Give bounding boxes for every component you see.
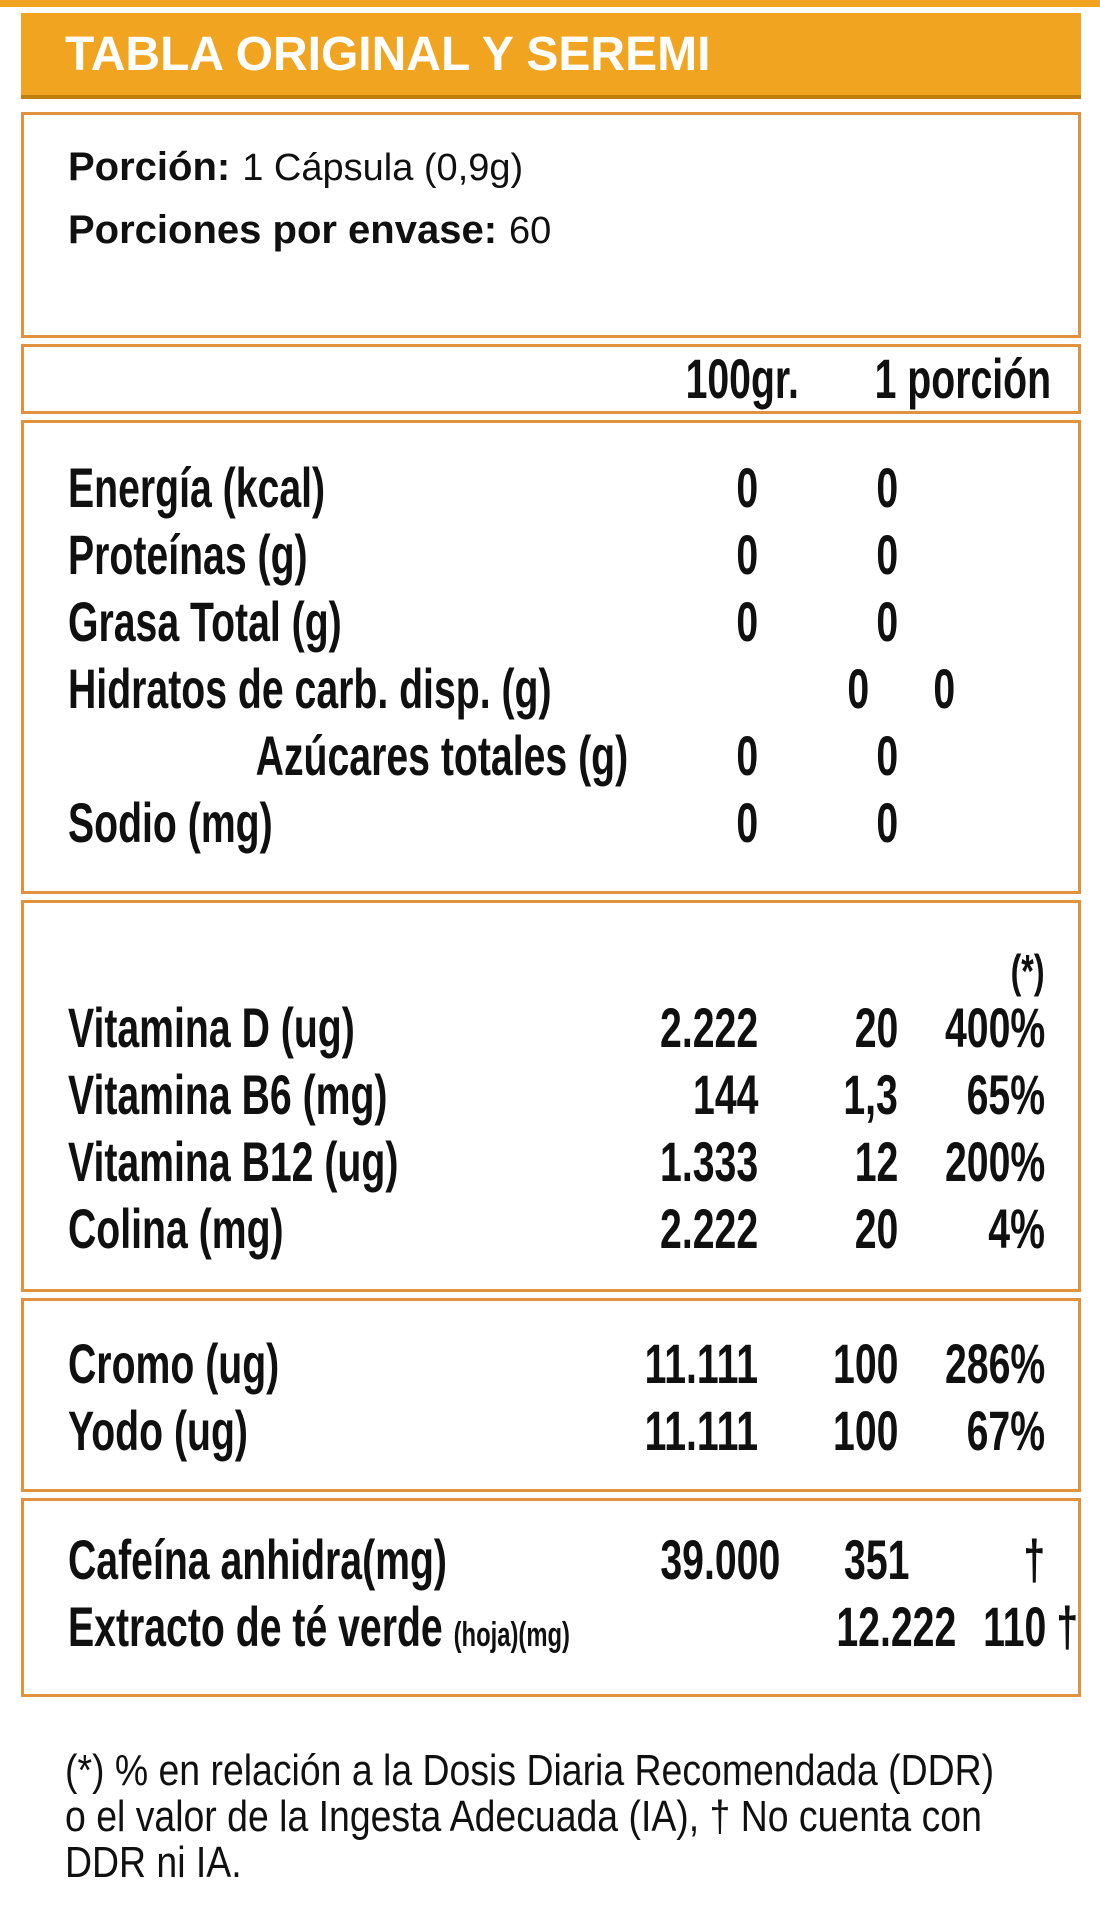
portion-value: 1 Cápsula (0,9g) — [242, 147, 524, 189]
table-row-energia: Energía (kcal) 0 0 — [24, 455, 1078, 522]
value-percent-ddr — [898, 815, 1045, 833]
value-per-100g: 0 — [736, 523, 758, 587]
value-percent-ddr — [898, 614, 1045, 632]
pct-marker: (*) — [1011, 944, 1045, 997]
value-percent-ddr: 4% — [988, 1197, 1045, 1261]
value-per-portion: 1,3 — [843, 1063, 898, 1127]
value-per-portion: 0 — [876, 724, 898, 788]
value-per-portion: 0 — [876, 791, 898, 855]
minerals-section: Cromo (ug) 11.111 100 286% Yodo (ug) 11.… — [21, 1298, 1081, 1492]
row-label: Yodo (ug) — [68, 1399, 248, 1463]
macronutrients-section: Energía (kcal) 0 0 Proteínas (g) 0 0 Gra… — [21, 420, 1081, 894]
row-label: Proteínas (g) — [68, 523, 308, 587]
row-label: Azúcares totales (g) — [255, 724, 628, 788]
pct-marker-row: (*) — [24, 944, 1078, 997]
value-per-portion: 0 — [876, 590, 898, 654]
table-row-sodio: Sodio (mg) 0 0 — [24, 790, 1078, 857]
servings-per-container-line: Porciones por envase: 60 — [68, 208, 1078, 253]
dagger-marker: † — [1023, 1528, 1045, 1592]
value-per-portion: 20 — [854, 1197, 898, 1261]
table-row-vitamina-d: Vitamina D (ug) 2.222 20 400% — [24, 995, 1078, 1062]
servings-label: Porciones por envase: — [68, 208, 498, 252]
serving-section: Porción: 1 Cápsula (0,9g) Porciones por e… — [21, 112, 1081, 338]
value-per-portion: 100 — [832, 1332, 898, 1396]
portion-label: Porción: — [68, 145, 231, 189]
value-per-100g: 0 — [736, 456, 758, 520]
value-per-100g: 39.000 — [660, 1528, 781, 1592]
value-percent-ddr: 65% — [966, 1063, 1045, 1127]
table-row-yodo: Yodo (ug) 11.111 100 67% — [24, 1398, 1078, 1465]
row-label: Sodio (mg) — [68, 791, 273, 855]
row-label: Colina (mg) — [68, 1197, 284, 1261]
nutrition-table: Porción: 1 Cápsula (0,9g) Porciones por e… — [21, 112, 1081, 1703]
table-row-extracto-te-verde: Extracto de té verde (hoja)(mg) 12.222 1… — [24, 1594, 1078, 1661]
column-per-portion: 1 porción — [874, 346, 1052, 410]
column-header-section: 100gr. 1 porción — [21, 344, 1081, 414]
value-per-100g: 1.333 — [659, 1130, 758, 1194]
value-percent-ddr: 67% — [966, 1399, 1045, 1463]
dagger-marker: † — [1056, 1595, 1078, 1659]
table-row-hidratos: Hidratos de carb. disp. (g) 0 0 — [24, 656, 1078, 723]
value-per-portion: 0 — [933, 657, 955, 721]
value-per-100g: 0 — [736, 590, 758, 654]
value-per-portion: 20 — [854, 996, 898, 1060]
row-label: Hidratos de carb. disp. (g) — [68, 657, 552, 721]
column-header-row: 100gr. 1 porción — [24, 347, 1078, 411]
vitamins-section: (*) Vitamina D (ug) 2.222 20 400% Vitami… — [21, 900, 1081, 1292]
value-per-portion: 110 — [983, 1595, 1047, 1659]
row-label: Extracto de té verde (hoja)(mg) — [68, 1595, 570, 1659]
table-row-cafeina: Cafeína anhidra(mg) 39.000 351 † — [24, 1527, 1078, 1594]
footnote-line: (*) % en relación a la Dosis Diaria Reco… — [65, 1746, 995, 1795]
value-percent-ddr — [898, 748, 1045, 766]
active-ingredients-section: Cafeína anhidra(mg) 39.000 351 † Extract… — [21, 1498, 1081, 1697]
value-per-100g: 0 — [736, 791, 758, 855]
row-label: Grasa Total (g) — [68, 590, 342, 654]
value-per-100g: 11.111 — [644, 1399, 758, 1463]
value-per-portion: 12 — [854, 1130, 898, 1194]
row-label: Vitamina D (ug) — [68, 996, 355, 1060]
value-percent-ddr: 200% — [944, 1130, 1045, 1194]
value-percent-ddr — [955, 681, 1045, 699]
row-label: Vitamina B6 (mg) — [68, 1063, 388, 1127]
table-row-grasa-total: Grasa Total (g) 0 0 — [24, 589, 1078, 656]
value-per-100g: 11.111 — [644, 1332, 758, 1396]
value-per-portion: 0 — [876, 456, 898, 520]
column-per-100g: 100gr. — [685, 346, 799, 410]
value-percent-ddr: 286% — [944, 1332, 1045, 1396]
value-per-100g: 2.222 — [659, 1197, 758, 1261]
row-label: Vitamina B12 (ug) — [68, 1130, 399, 1194]
value-per-100g: 12.222 — [836, 1595, 957, 1659]
value-per-100g: 144 — [692, 1063, 758, 1127]
value-per-100g: 0 — [847, 657, 870, 721]
table-row-azucares: Azúcares totales (g) 0 0 — [24, 723, 1078, 790]
table-row-vitamina-b6: Vitamina B6 (mg) 144 1,3 65% — [24, 1062, 1078, 1129]
row-label: Cafeína anhidra(mg) — [68, 1528, 447, 1592]
servings-value: 60 — [509, 210, 552, 252]
value-per-100g: 2.222 — [659, 996, 758, 1060]
footnote-line: o el valor de la Ingesta Adecuada (IA), … — [65, 1792, 982, 1841]
page-title: TABLA ORIGINAL Y SEREMI — [65, 27, 711, 81]
value-per-100g: 0 — [736, 724, 758, 788]
value-per-portion: 100 — [832, 1399, 898, 1463]
footnote: (*) % en relación a la Dosis Diaria Reco… — [65, 1746, 1100, 1887]
table-row-vitamina-b12: Vitamina B12 (ug) 1.333 12 200% — [24, 1129, 1078, 1196]
table-row-colina: Colina (mg) 2.222 20 4% — [24, 1196, 1078, 1263]
title-band: TABLA ORIGINAL Y SEREMI — [21, 13, 1081, 99]
value-per-portion: 0 — [876, 523, 898, 587]
portion-line: Porción: 1 Cápsula (0,9g) — [68, 145, 1078, 190]
value-percent-ddr — [898, 480, 1045, 498]
top-accent-strip — [0, 0, 1100, 7]
row-label: Energía (kcal) — [68, 456, 326, 520]
value-percent-ddr — [898, 547, 1045, 565]
table-row-proteinas: Proteínas (g) 0 0 — [24, 522, 1078, 589]
value-per-portion: 351 — [844, 1528, 910, 1592]
row-label: Cromo (ug) — [68, 1332, 280, 1396]
table-row-cromo: Cromo (ug) 11.111 100 286% — [24, 1331, 1078, 1398]
value-percent-ddr: 400% — [944, 996, 1045, 1060]
footnote-line: DDR ni IA. — [65, 1838, 242, 1887]
